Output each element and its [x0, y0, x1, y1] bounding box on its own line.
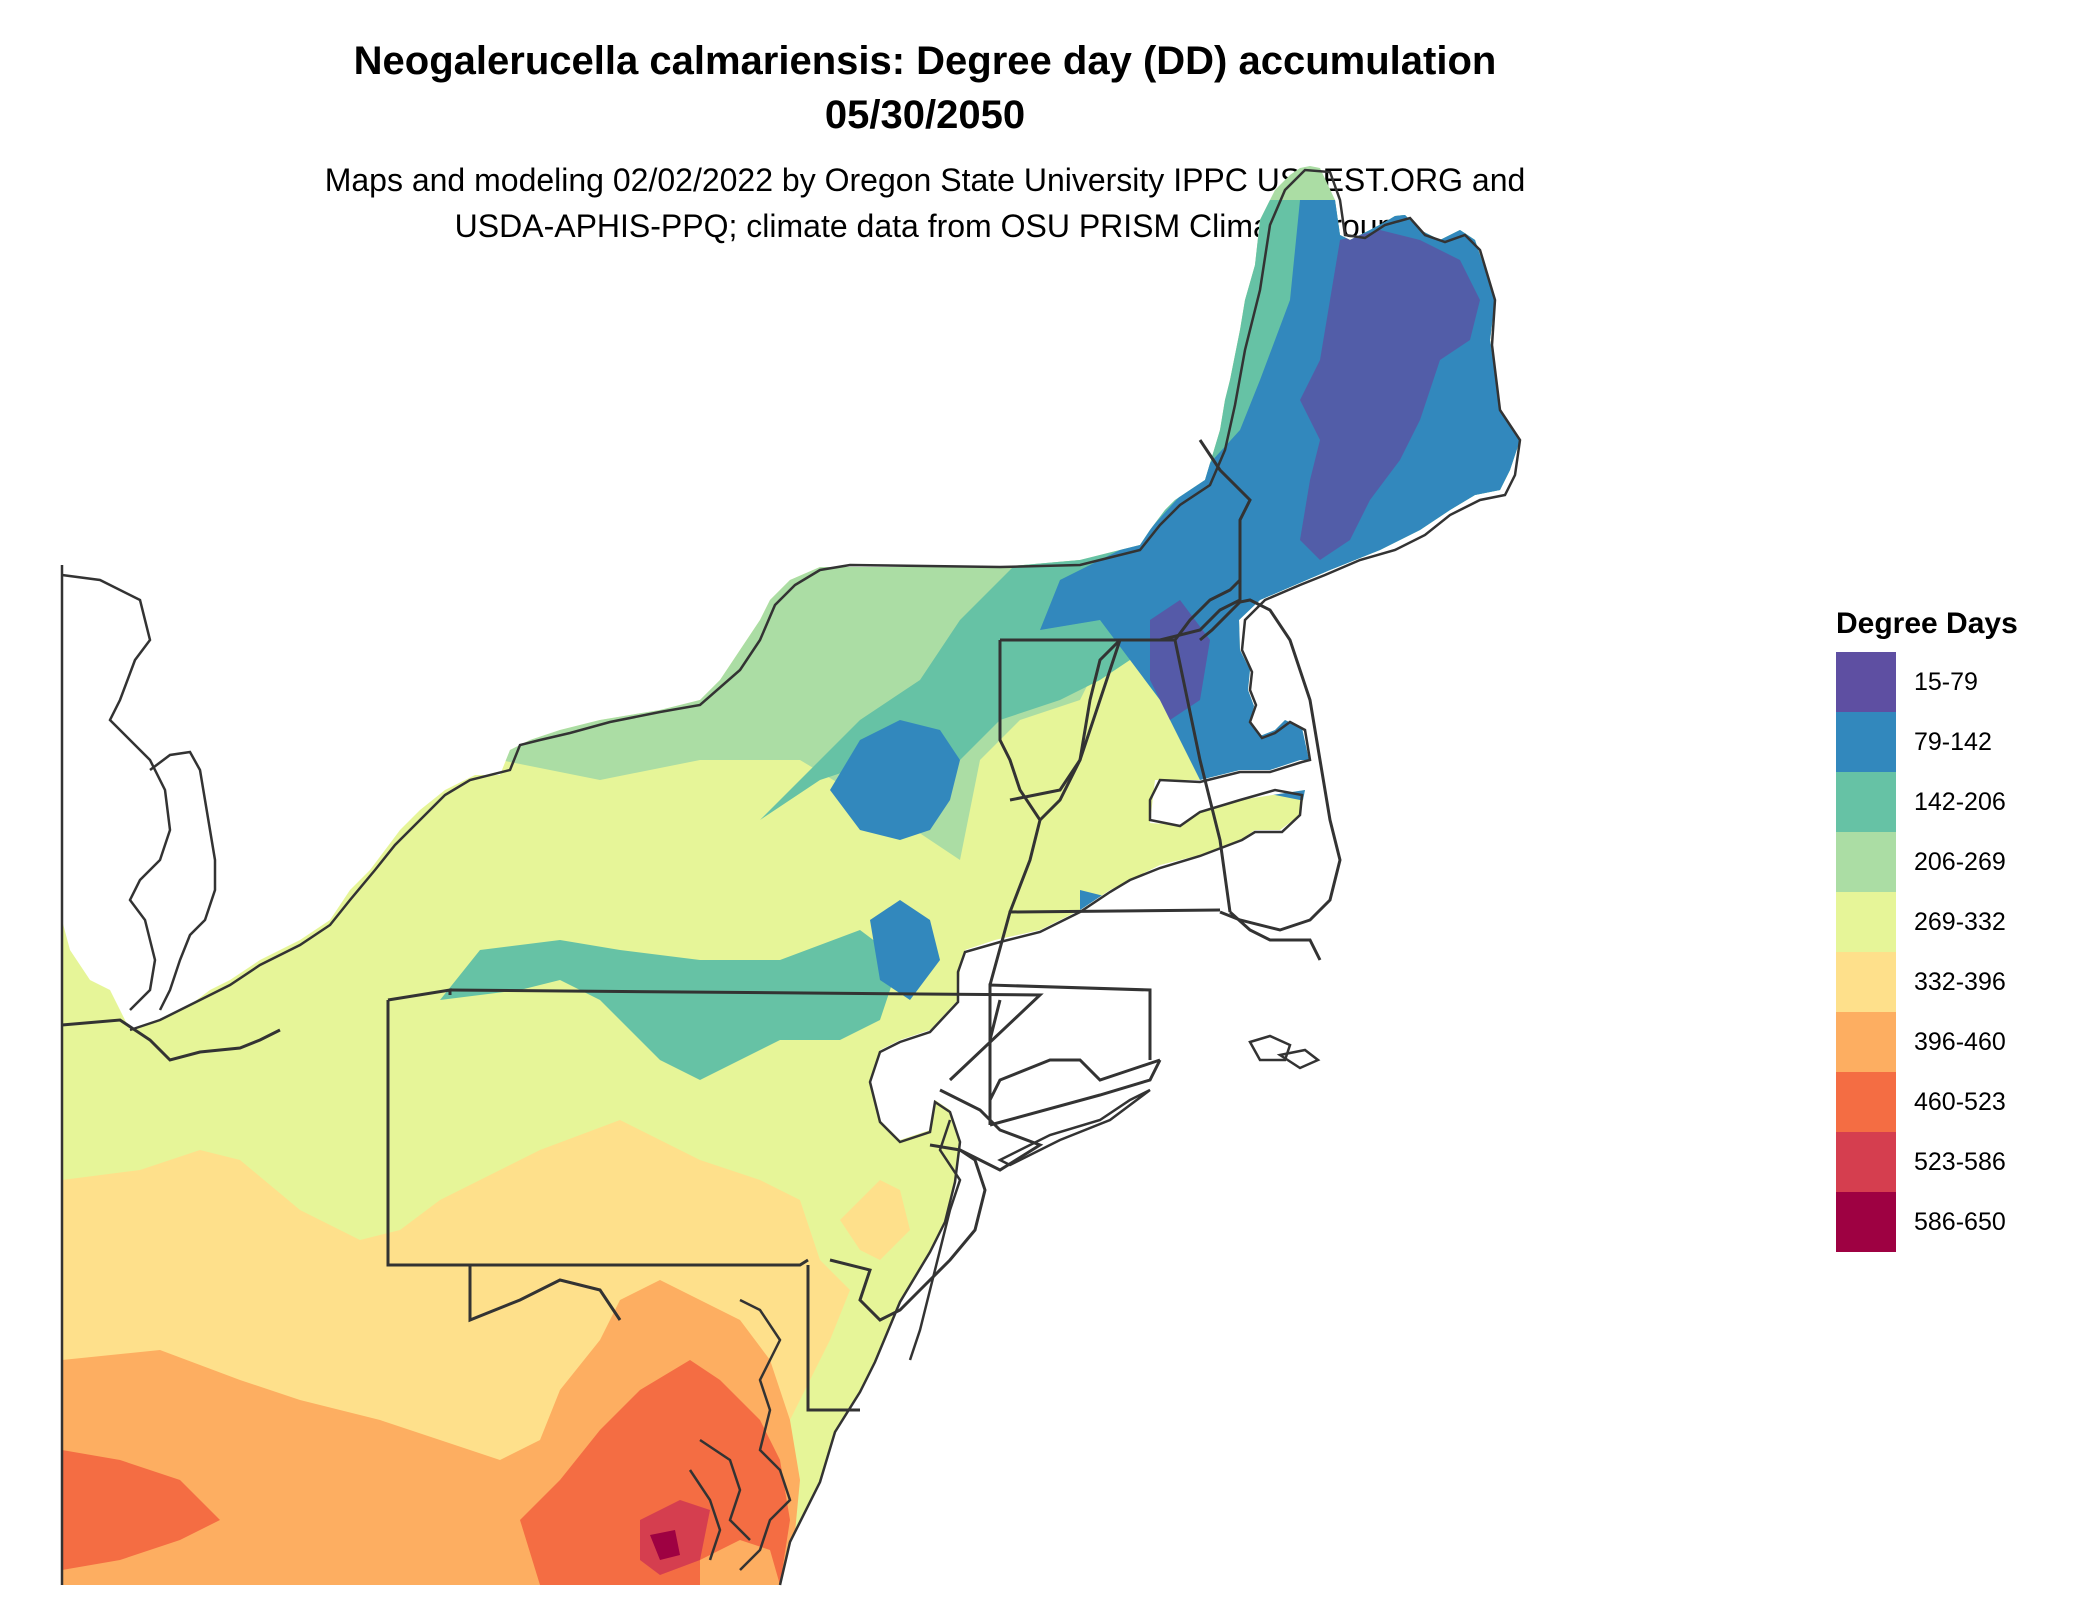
legend-swatch [1836, 832, 1896, 892]
map-title: Neogalerucella calmariensis: Degree day … [353, 39, 1497, 83]
legend-swatch [1836, 712, 1896, 772]
legend-label: 332-396 [1914, 968, 2006, 996]
legend-item: 206-269 [1836, 832, 2076, 892]
legend-label: 269-332 [1914, 908, 2006, 936]
map-date: 05/30/2050 [824, 93, 1026, 137]
legend-swatch [1836, 952, 1896, 1012]
legend-item: 460-523 [1836, 1072, 2076, 1132]
legend-item: 523-586 [1836, 1132, 2076, 1192]
legend-label: 586-650 [1914, 1208, 2006, 1236]
legend-swatch [1836, 1072, 1896, 1132]
legend-label: 460-523 [1914, 1088, 2006, 1116]
legend: Degree Days 15-79 79-142 142-206 206-269 269… [1836, 606, 2076, 1252]
legend-label: 142-206 [1914, 788, 2006, 816]
legend-swatch [1836, 772, 1896, 832]
legend-swatch [1836, 652, 1896, 712]
legend-item: 396-460 [1836, 1012, 2076, 1072]
legend-item: 586-650 [1836, 1192, 2076, 1252]
legend-swatch [1836, 1192, 1896, 1252]
legend-item: 15-79 [1836, 652, 2076, 712]
legend-item: 332-396 [1836, 952, 2076, 1012]
legend-items: 15-79 79-142 142-206 206-269 269-332 332-396 3… [1836, 652, 2076, 1252]
legend-label: 206-269 [1914, 848, 2006, 876]
legend-title: Degree Days [1836, 607, 2018, 640]
legend-swatch [1836, 1132, 1896, 1192]
legend-label: 79-142 [1914, 728, 1992, 756]
legend-label: 523-586 [1914, 1148, 2006, 1176]
legend-item: 142-206 [1836, 772, 2076, 832]
legend-swatch [1836, 1012, 1896, 1072]
legend-label: 15-79 [1914, 668, 1978, 696]
legend-item: 269-332 [1836, 892, 2076, 952]
legend-item: 79-142 [1836, 712, 2076, 772]
legend-label: 396-460 [1914, 1028, 2006, 1056]
legend-swatch [1836, 892, 1896, 952]
map-credit-line-2: USDA-APHIS-PPQ; climate data from OSU PR… [454, 208, 1396, 244]
